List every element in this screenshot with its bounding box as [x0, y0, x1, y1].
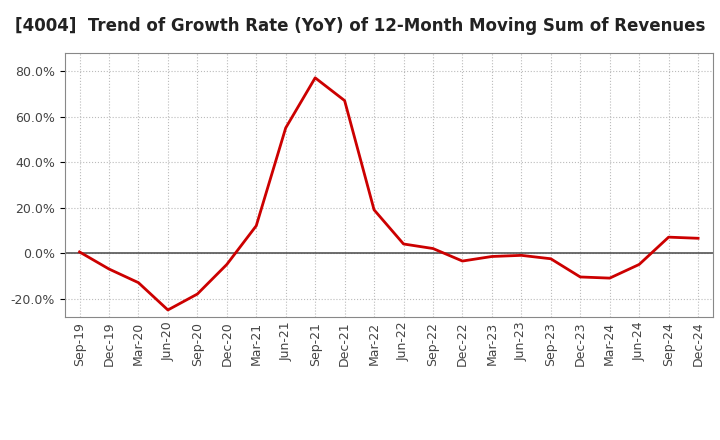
Text: [4004]  Trend of Growth Rate (YoY) of 12-Month Moving Sum of Revenues: [4004] Trend of Growth Rate (YoY) of 12-… [15, 18, 705, 35]
